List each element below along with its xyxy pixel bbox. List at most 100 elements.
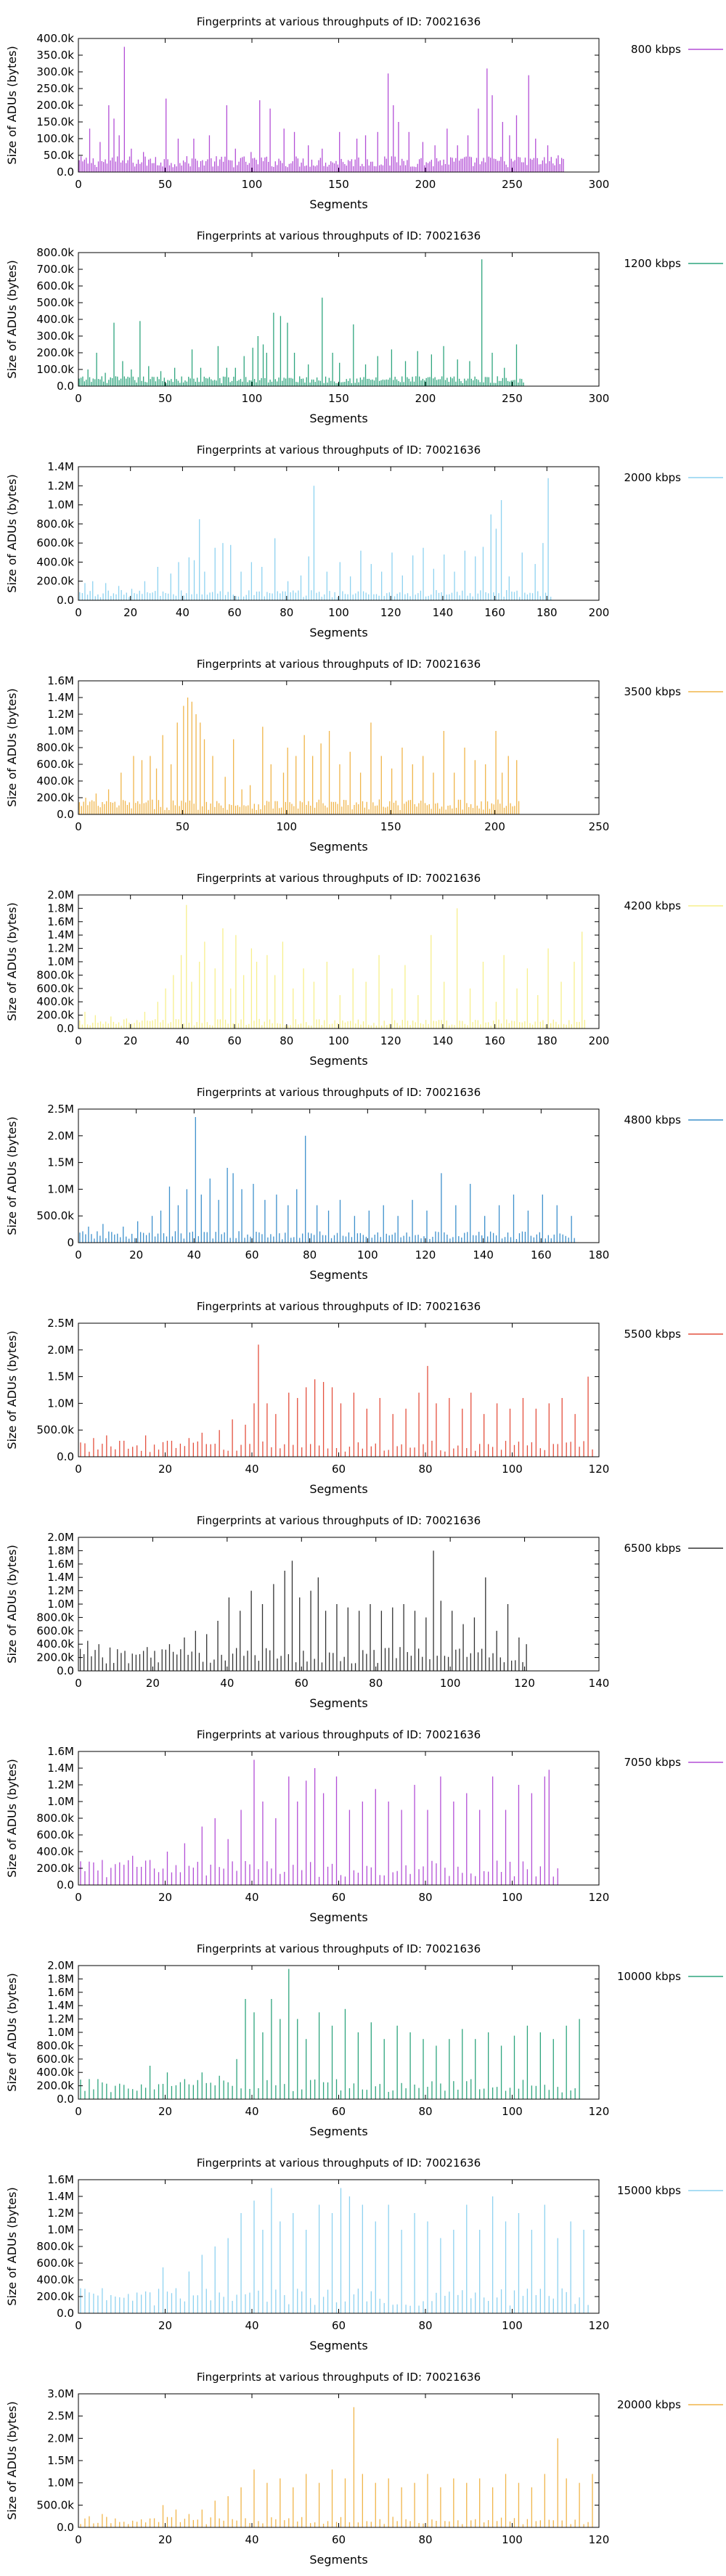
y-tick-label: 400.0k [36,2273,74,2286]
y-tick-label: 500.0k [36,2498,74,2511]
y-tick-label: 2.0M [47,1959,74,1972]
y-tick-label: 1.4M [47,1762,74,1775]
y-tick-label: 1.4M [47,1999,74,2012]
y-tick-label: 1.0M [47,955,74,968]
x-axis-label: Segments [309,1910,367,1924]
y-tick-label: 1.0M [47,2223,74,2236]
x-tick-label: 20 [158,2105,172,2118]
y-tick-label: 200.0k [36,791,74,804]
bar-series [80,1968,580,2099]
y-tick-label: 2.0M [47,1129,74,1142]
y-tick-label: 800.0k [36,741,74,754]
y-tick-label: 800.0k [36,2039,74,2052]
x-tick-label: 40 [176,1034,189,1047]
x-tick-label: 0 [75,1034,82,1047]
x-tick-label: 50 [158,178,172,191]
y-axis-label: Size of ADUs (bytes) [5,2401,19,2519]
x-tick-label: 140 [433,1034,454,1047]
x-tick-label: 0 [75,2319,82,2332]
y-tick-label: 1.6M [47,1986,74,1999]
y-tick-label: 1.2M [47,1778,74,1791]
chart-title: Fingerprints at various throughputs of I… [197,15,481,28]
x-tick-label: 160 [484,606,505,619]
y-tick-label: 1.5M [47,1370,74,1383]
x-axis-label: Segments [309,2339,367,2352]
y-tick-label: 1.2M [47,942,74,955]
x-tick-label: 80 [418,2533,432,2546]
y-tick-label: 400.0k [36,774,74,788]
y-tick-label: 300.0k [36,330,74,343]
chart-svg: Fingerprints at various throughputs of I… [5,2156,723,2352]
y-tick-label: 1.6M [47,2173,74,2186]
y-tick-label: 2.0M [47,1344,74,1357]
y-tick-label: 600.0k [36,982,74,995]
x-tick-label: 20 [158,1463,172,1476]
y-tick-label: 400.0k [36,313,74,326]
x-axis-label: Segments [309,1054,367,1068]
x-tick-label: 180 [537,606,558,619]
y-tick-label: 1.0M [47,2026,74,2039]
x-tick-label: 20 [158,2319,172,2332]
y-tick-label: 1.0M [47,2477,74,2490]
x-axis-label: Segments [309,1268,367,1282]
x-tick-label: 120 [514,1677,535,1690]
x-tick-label: 250 [589,820,610,833]
y-axis-label: Size of ADUs (bytes) [5,474,19,592]
x-tick-label: 140 [589,1677,610,1690]
y-tick-label: 200.0k [36,346,74,359]
x-tick-label: 20 [158,2533,172,2546]
y-tick-label: 300.0k [36,65,74,78]
x-tick-label: 60 [245,1248,258,1262]
x-tick-label: 0 [75,1891,82,1904]
y-tick-label: 2.0M [47,888,74,901]
chart-title: Fingerprints at various throughputs of I… [197,1086,481,1099]
x-tick-label: 40 [220,1677,234,1690]
y-tick-label: 700.0k [36,263,74,276]
y-tick-label: 600.0k [36,758,74,771]
y-tick-label: 0.0 [57,2093,74,2106]
chart-panel-1: Fingerprints at various throughputs of I… [0,218,726,432]
chart-svg: Fingerprints at various throughputs of I… [5,15,723,211]
x-tick-label: 300 [589,392,610,405]
x-tick-label: 180 [537,1034,558,1047]
y-tick-label: 600.0k [36,2053,74,2066]
x-tick-label: 20 [123,1034,137,1047]
y-tick-label: 1.4M [47,691,74,704]
y-tick-label: 1.0M [47,724,74,737]
x-tick-label: 60 [228,606,242,619]
plot-frame [78,2179,600,2314]
chart-svg: Fingerprints at various throughputs of I… [5,1728,723,1924]
x-tick-label: 160 [484,1034,505,1047]
plot-frame [78,1322,600,1457]
chart-panel-4: Fingerprints at various throughputs of I… [0,860,726,1074]
y-axis-label: Size of ADUs (bytes) [5,260,19,378]
x-tick-label: 50 [176,820,189,833]
plot-frame [78,894,600,1029]
x-tick-label: 60 [332,1891,346,1904]
chart-title: Fingerprints at various throughputs of I… [197,872,481,885]
chart-panel-3: Fingerprints at various throughputs of I… [0,646,726,860]
y-tick-label: 0.0 [57,2521,74,2534]
y-tick-label: 400.0k [36,555,74,568]
x-tick-label: 80 [303,1248,317,1262]
y-tick-label: 1.8M [47,901,74,915]
y-tick-label: 0 [67,1236,74,1249]
x-tick-label: 0 [75,1677,82,1690]
y-tick-label: 1.4M [47,460,74,473]
x-tick-label: 200 [415,392,436,405]
y-tick-label: 400.0k [36,32,74,45]
chart-panel-0: Fingerprints at various throughputs of I… [0,4,726,218]
chart-panel-11: Fingerprints at various throughputs of I… [0,2359,726,2573]
y-tick-label: 400.0k [36,1845,74,1858]
y-tick-label: 0.0 [57,1450,74,1463]
x-tick-label: 100 [502,2319,523,2332]
y-tick-label: 1.8M [47,1972,74,1985]
x-tick-label: 0 [75,2533,82,2546]
y-tick-label: 0.0 [57,808,74,821]
legend-label: 1200 kbps [624,257,682,270]
x-tick-label: 80 [418,1891,432,1904]
y-tick-label: 100.0k [36,132,74,145]
y-tick-label: 150.0k [36,115,74,128]
x-tick-label: 120 [589,1891,610,1904]
x-tick-label: 40 [245,1463,258,1476]
